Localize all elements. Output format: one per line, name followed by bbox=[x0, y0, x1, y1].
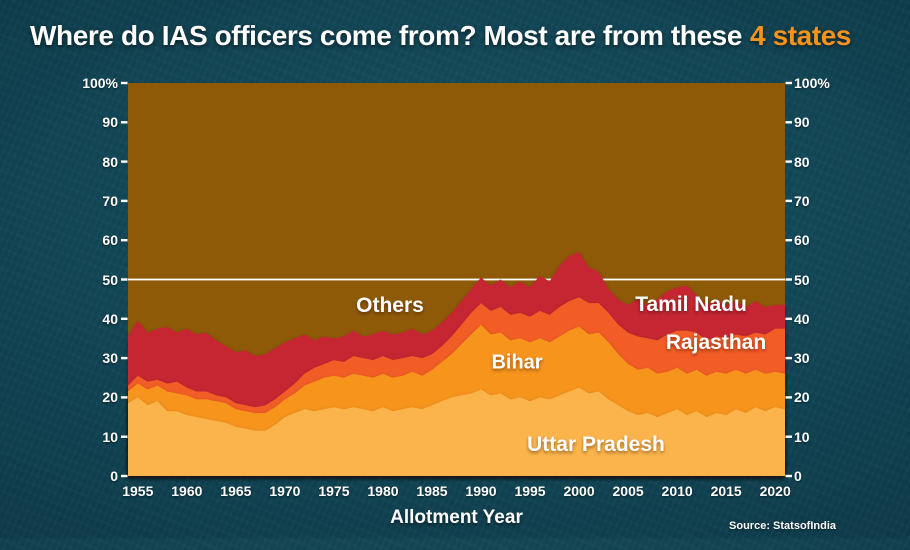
title-highlight: 4 states bbox=[750, 20, 852, 51]
y-axis-label-left: 80 bbox=[102, 153, 118, 170]
y-axis-label-left: 100% bbox=[82, 75, 118, 91]
area-label-others: Others bbox=[356, 294, 424, 317]
y-axis-label-left: 60 bbox=[102, 232, 118, 249]
y-tick-left bbox=[121, 474, 128, 478]
x-axis-tick-label: 2005 bbox=[612, 483, 644, 499]
area-label-uttar-pradesh: Uttar Pradesh bbox=[527, 433, 665, 456]
y-tick-left bbox=[121, 396, 128, 399]
y-tick-right bbox=[785, 474, 792, 478]
y-axis-label-left: 10 bbox=[102, 428, 118, 445]
area-label-bihar: Bihar bbox=[491, 351, 543, 374]
y-tick-left bbox=[121, 356, 128, 360]
y-tick-right bbox=[785, 356, 792, 360]
y-axis-label-right: 80 bbox=[794, 153, 810, 170]
x-axis-tick-label: 1970 bbox=[269, 483, 301, 499]
source-credit: Source: StatsofIndia bbox=[729, 520, 836, 532]
x-axis-tick-label: 2020 bbox=[759, 483, 791, 499]
y-axis-label-left: 30 bbox=[102, 350, 118, 367]
y-axis-label-right: 0 bbox=[794, 468, 802, 484]
x-axis-tick-label: 1995 bbox=[514, 483, 546, 499]
x-axis-tick-label: 2000 bbox=[563, 483, 595, 499]
y-axis-label-left: 50 bbox=[102, 271, 118, 288]
y-tick-left bbox=[121, 239, 128, 242]
y-axis-label-left: 20 bbox=[102, 389, 118, 406]
uttar-pradesh-area bbox=[128, 387, 785, 476]
chart-title: Where do IAS officers come from? Most ar… bbox=[30, 20, 852, 52]
fifty-percent-line bbox=[128, 278, 785, 281]
y-tick-left bbox=[121, 160, 128, 163]
y-tick-right bbox=[785, 396, 792, 399]
y-tick-left bbox=[121, 278, 128, 281]
y-axis-label-right: 30 bbox=[794, 350, 810, 367]
y-tick-right bbox=[785, 199, 792, 203]
y-axis-label-left: 0 bbox=[110, 468, 118, 484]
y-axis-label-right: 40 bbox=[794, 310, 810, 327]
x-axis-tick-label: 1960 bbox=[171, 483, 203, 499]
y-axis-label-right: 50 bbox=[794, 271, 810, 288]
area-label-tamil-nadu: Tamil Nadu bbox=[635, 293, 747, 316]
x-axis-tick-label: 1955 bbox=[122, 483, 154, 499]
y-axis-label-right: 90 bbox=[794, 114, 810, 131]
area-label-rajasthan: Rajasthan bbox=[665, 331, 767, 354]
y-tick-left bbox=[121, 199, 128, 203]
x-axis-title: Allotment Year bbox=[390, 507, 523, 528]
x-axis-tick-label: 2010 bbox=[661, 483, 693, 499]
y-tick-right bbox=[785, 160, 792, 163]
x-axis-tick-label: 1965 bbox=[220, 483, 252, 499]
y-tick-right bbox=[785, 81, 792, 85]
y-axis-label-right: 70 bbox=[794, 192, 810, 209]
y-tick-right bbox=[785, 239, 792, 242]
y-tick-right bbox=[785, 317, 792, 320]
y-axis-label-left: 90 bbox=[102, 114, 118, 131]
x-axis-tick-label: 2015 bbox=[710, 483, 742, 499]
y-tick-left bbox=[121, 81, 128, 85]
y-axis-label-left: 40 bbox=[102, 310, 118, 327]
y-tick-right bbox=[785, 435, 792, 438]
y-tick-left bbox=[121, 435, 128, 438]
y-tick-right bbox=[785, 278, 792, 281]
x-axis-tick-label: 1975 bbox=[318, 483, 350, 499]
title-main: Where do IAS officers come from? Most ar… bbox=[30, 20, 743, 51]
y-axis-label-right: 20 bbox=[794, 389, 810, 406]
y-axis-label-right: 10 bbox=[794, 428, 810, 445]
x-axis-tick-label: 1990 bbox=[465, 483, 497, 499]
x-axis-tick-label: 1985 bbox=[416, 483, 448, 499]
y-tick-right bbox=[785, 121, 792, 124]
y-tick-left bbox=[121, 317, 128, 320]
y-axis-label-left: 70 bbox=[102, 192, 118, 209]
x-axis-tick-label: 1980 bbox=[367, 483, 399, 499]
y-axis-label-right: 60 bbox=[794, 232, 810, 249]
y-axis-label-right: 100% bbox=[794, 75, 830, 91]
y-tick-left bbox=[121, 121, 128, 124]
